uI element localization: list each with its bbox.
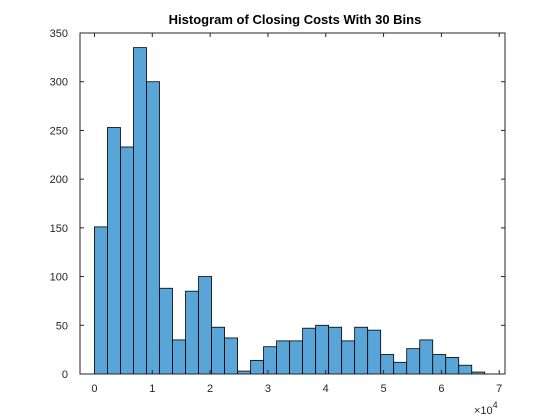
histogram-bar (290, 341, 303, 374)
histogram-bar (225, 338, 238, 374)
histogram-bar (446, 357, 459, 374)
x-tick-label: 3 (265, 383, 271, 395)
x-tick-label: 6 (438, 383, 444, 395)
chart-title: Histogram of Closing Costs With 30 Bins (169, 12, 422, 27)
histogram-bar (146, 82, 159, 374)
histogram-bar (407, 349, 420, 374)
histogram-bar (120, 147, 133, 374)
bars-group (94, 48, 484, 374)
x-tick-label: 1 (149, 383, 155, 395)
histogram-bar (303, 328, 316, 374)
x-tick-label: 7 (496, 383, 502, 395)
y-tick-label: 50 (56, 320, 68, 332)
histogram-bar (199, 277, 212, 374)
histogram-bar (173, 340, 186, 374)
x-tick-label: 0 (91, 383, 97, 395)
x-exponent-power: 4 (493, 400, 498, 410)
x-tick-label: 2 (207, 383, 213, 395)
histogram-bar (459, 365, 472, 374)
y-tick-label: 250 (50, 125, 68, 137)
histogram-bar (329, 327, 342, 374)
histogram-bar (381, 355, 394, 374)
histogram-bar (420, 340, 433, 374)
y-tick-label: 150 (50, 223, 68, 235)
x-tick-label: 4 (323, 383, 329, 395)
histogram-bar (368, 330, 381, 374)
y-tick-label: 100 (50, 272, 68, 284)
histogram-bar (212, 327, 225, 374)
y-tick-label: 350 (50, 28, 68, 40)
histogram-bar (133, 48, 146, 374)
x-tick-label: 5 (381, 383, 387, 395)
histogram-bar (94, 227, 107, 374)
histogram-bar (107, 128, 120, 374)
histogram-bar (342, 341, 355, 374)
y-tick-label: 300 (50, 77, 68, 89)
histogram-bar (394, 362, 407, 374)
y-tick-label: 200 (50, 174, 68, 186)
histogram-bar (264, 347, 277, 374)
y-tick-label: 0 (62, 369, 68, 381)
histogram-bar (186, 291, 199, 374)
histogram-bar (160, 288, 173, 374)
histogram-bar (277, 341, 290, 374)
histogram-bar (316, 325, 329, 374)
x-exponent-label: ×104 (474, 400, 498, 417)
histogram-bar (433, 355, 446, 374)
histogram-bar (355, 327, 368, 374)
histogram-bar (251, 360, 264, 374)
